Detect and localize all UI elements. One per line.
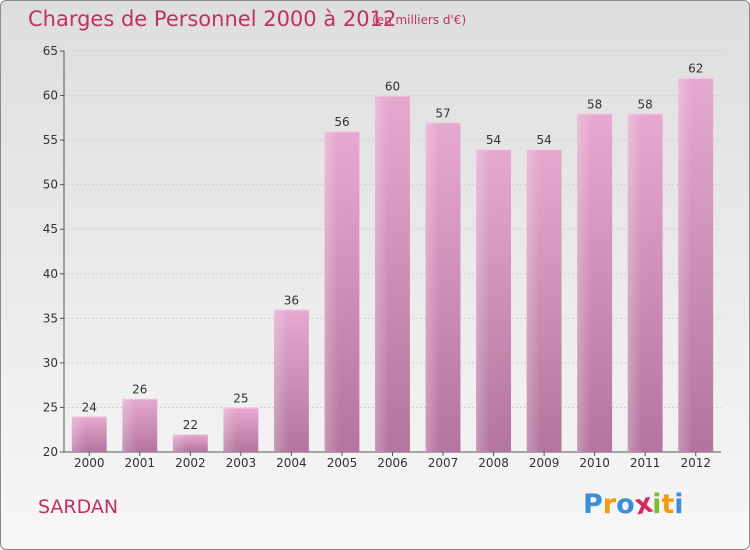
bar-highlight xyxy=(577,113,613,452)
data-label: 24 xyxy=(82,400,97,414)
chart-title: Charges de Personnel 2000 à 2012 xyxy=(28,7,397,31)
data-label: 62 xyxy=(688,62,703,76)
data-label: 58 xyxy=(587,97,602,111)
bar-highlight xyxy=(324,131,360,452)
x-tick-label: 2006 xyxy=(377,456,408,470)
data-label: 54 xyxy=(536,133,551,147)
bar-highlight xyxy=(122,398,158,452)
x-tick-label: 2007 xyxy=(428,456,459,470)
bar-highlight xyxy=(71,416,107,452)
x-tick-label: 2001 xyxy=(125,456,156,470)
x-tick-label: 2012 xyxy=(680,456,711,470)
x-tick-label: 2005 xyxy=(327,456,358,470)
y-tick-label: 35 xyxy=(43,311,58,325)
y-tick-label: 40 xyxy=(43,267,58,281)
x-tick-label: 2000 xyxy=(74,456,105,470)
y-tick-label: 45 xyxy=(43,222,58,236)
town-name: SARDAN xyxy=(38,496,119,518)
data-label: 60 xyxy=(385,80,400,94)
bars xyxy=(71,77,714,453)
x-tick-label: 2003 xyxy=(226,456,257,470)
x-tick-label: 2009 xyxy=(529,456,560,470)
bar-highlight xyxy=(223,407,259,452)
bar-highlight xyxy=(172,434,208,452)
bar-highlight xyxy=(273,309,309,452)
data-label: 57 xyxy=(435,106,450,120)
data-label: 22 xyxy=(183,418,198,432)
y-tick-label: 55 xyxy=(43,133,58,147)
bar-highlight xyxy=(375,95,410,453)
y-tick-label: 25 xyxy=(43,400,58,414)
logo-letter: i xyxy=(652,489,662,520)
data-label: 26 xyxy=(132,383,147,397)
logo-letter: o xyxy=(616,489,635,520)
logo-letter: t xyxy=(661,489,675,520)
data-label: 56 xyxy=(334,115,349,129)
data-label: 25 xyxy=(233,391,248,405)
x-tick-label: 2008 xyxy=(478,456,509,470)
logo-letter: P xyxy=(583,489,603,520)
bar-highlight xyxy=(425,122,461,453)
y-tick-label: 50 xyxy=(43,178,58,192)
logo-letter: r xyxy=(602,489,617,520)
x-tick-label: 2004 xyxy=(276,456,307,470)
x-tick-label: 2010 xyxy=(579,456,610,470)
y-tick-label: 30 xyxy=(43,356,58,370)
data-label: 58 xyxy=(638,97,653,111)
bar-highlight xyxy=(678,77,714,452)
x-tick-label: 2011 xyxy=(630,456,661,470)
data-label: 54 xyxy=(486,133,501,147)
chart-subtitle: (en milliers d'€) xyxy=(372,13,467,27)
labels: 20 25 30 35 40 45 50 55 60 65 24 2000 26 2001 22 2002 25… xyxy=(43,44,711,470)
data-label: 36 xyxy=(284,293,299,307)
logo-letter: i xyxy=(674,489,684,520)
bar-highlight xyxy=(476,149,512,452)
bar-highlight xyxy=(627,113,663,452)
y-tick-label: 65 xyxy=(43,44,58,58)
y-tick-label: 60 xyxy=(43,89,58,103)
x-tick-label: 2002 xyxy=(175,456,206,470)
bar-highlight xyxy=(526,149,562,452)
proxiti-logo[interactable]: Proxiti xyxy=(583,488,684,522)
y-tick-label: 20 xyxy=(43,445,58,459)
